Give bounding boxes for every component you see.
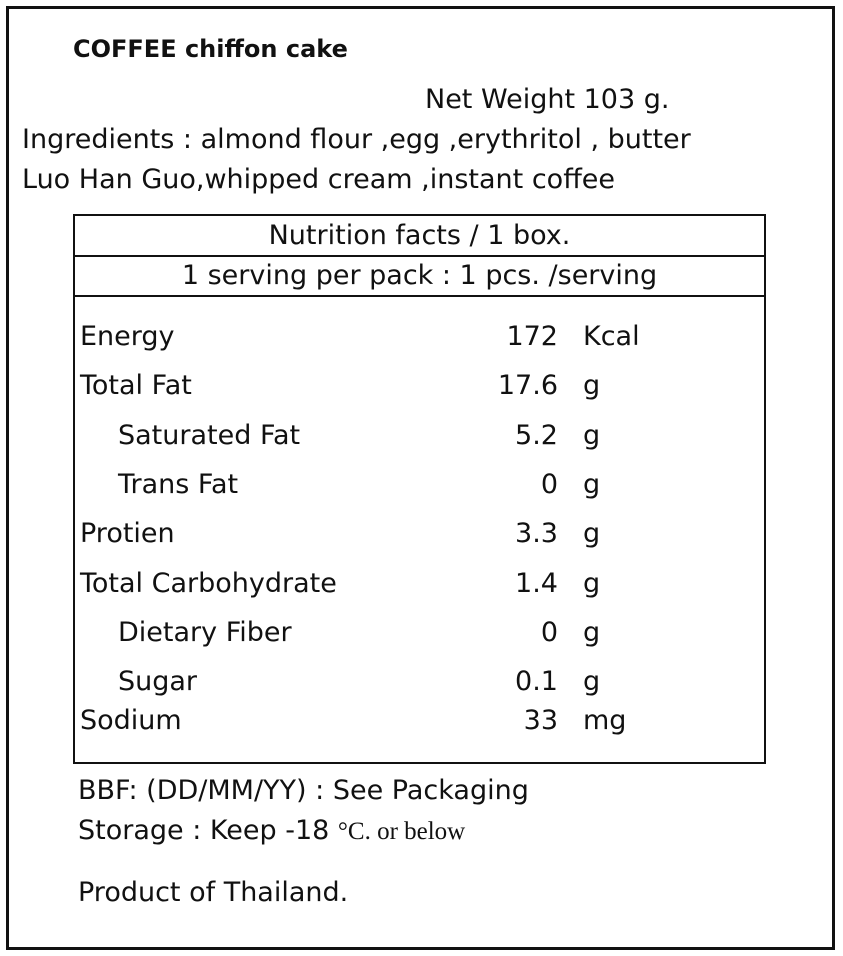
nutrient-name: Sodium — [80, 705, 182, 736]
nutrient-unit: g — [583, 617, 601, 648]
nutrient-value: 5.2 — [515, 420, 558, 451]
nutrient-value: 1.4 — [515, 568, 558, 599]
nutrient-value: 0 — [540, 469, 558, 500]
nutrient-unit: g — [583, 568, 601, 599]
best-before-info: BBF: (DD/MM/YY) : See Packaging — [78, 775, 529, 806]
nutrient-row-total-fat: Total Fat 17.6 g — [75, 369, 764, 403]
nutrient-name: Energy — [80, 321, 175, 352]
serving-info: 1 serving per pack : 1 pcs. /serving — [181, 260, 658, 291]
label-frame — [6, 6, 835, 950]
nutrient-row-sodium: Sodium 33 mg — [75, 704, 764, 738]
serving-divider — [75, 295, 764, 297]
nutrient-name: Saturated Fat — [118, 420, 301, 451]
header-divider — [75, 255, 764, 257]
nutrient-name: Dietary Fiber — [118, 617, 292, 648]
nutrition-facts-table: Nutrition facts / 1 box. 1 serving per p… — [73, 214, 766, 764]
nutrient-unit: g — [583, 518, 601, 549]
nutrient-unit: g — [583, 370, 601, 401]
nutrient-unit: g — [583, 666, 601, 697]
nutrient-value: 33 — [523, 705, 558, 736]
nutrient-unit: g — [583, 420, 601, 451]
nutrition-header: Nutrition facts / 1 box. — [268, 220, 571, 251]
nutrient-name: Total Fat — [80, 370, 192, 401]
product-title: COFFEE chiffon cake — [73, 35, 348, 63]
ingredients-line-2: Luo Han Guo,whipped cream ,instant coffe… — [22, 164, 616, 195]
nutrient-name: Total Carbohydrate — [80, 568, 337, 599]
nutrient-row-dietary-fiber: Dietary Fiber 0 g — [75, 616, 764, 650]
nutrient-unit: Kcal — [583, 321, 640, 352]
ingredients-line-1: Ingredients : almond flour ,egg ,erythri… — [22, 124, 691, 155]
nutrient-row-total-carbohydrate: Total Carbohydrate 1.4 g — [75, 567, 764, 601]
nutrient-name: Sugar — [118, 666, 198, 697]
nutrient-value: 17.6 — [497, 370, 558, 401]
nutrient-row-protein: Protien 3.3 g — [75, 517, 764, 551]
nutrient-unit: g — [583, 469, 601, 500]
nutrient-value: 0.1 — [515, 666, 558, 697]
net-weight: Net Weight 103 g. — [425, 84, 670, 115]
product-origin: Product of Thailand. — [78, 877, 349, 908]
nutrient-row-trans-fat: Trans Fat 0 g — [75, 468, 764, 502]
nutrient-name: Protien — [80, 518, 175, 549]
nutrient-name: Trans Fat — [118, 469, 239, 500]
nutrient-value: 172 — [506, 321, 558, 352]
storage-suffix: °C. or below — [337, 818, 466, 845]
storage-prefix: Storage : Keep -18 — [78, 815, 338, 846]
nutrient-unit: mg — [583, 705, 627, 736]
storage-info: Storage : Keep -18 °C. or below — [78, 814, 465, 849]
nutrient-value: 0 — [540, 617, 558, 648]
nutrient-value: 3.3 — [515, 518, 558, 549]
nutrient-row-saturated-fat: Saturated Fat 5.2 g — [75, 419, 764, 453]
nutrient-row-sugar: Sugar 0.1 g — [75, 665, 764, 699]
nutrient-row-energy: Energy 172 Kcal — [75, 320, 764, 354]
